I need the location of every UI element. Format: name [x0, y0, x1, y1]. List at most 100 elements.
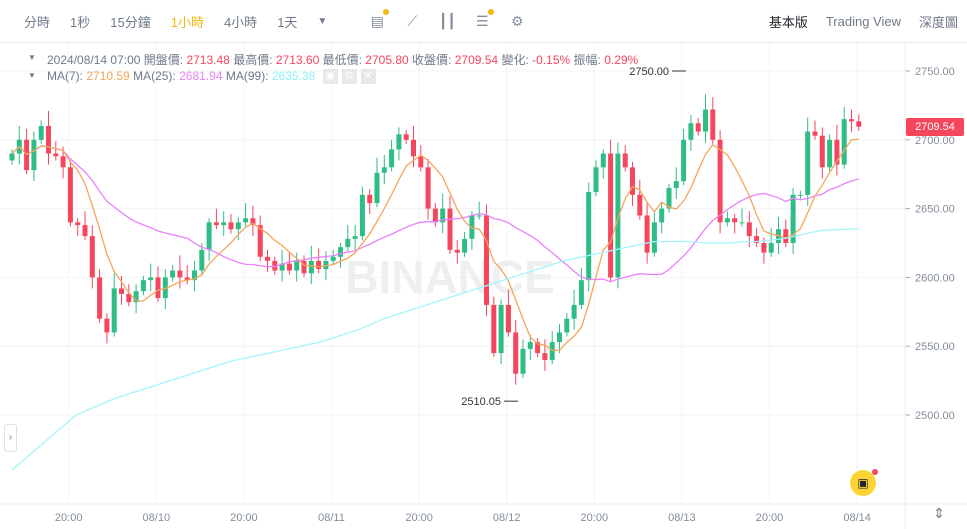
candle-body [111, 288, 117, 333]
candle-body [688, 123, 694, 140]
candle-body [710, 109, 716, 140]
interval-1s[interactable]: 1秒 [70, 14, 91, 30]
candle-body [345, 238, 351, 248]
candle-body [783, 229, 789, 243]
y-tick-label: 2700.00 [915, 135, 955, 147]
candle-body [717, 139, 723, 223]
fit-scale-icon[interactable]: ⇕ [933, 505, 945, 521]
candle-body [476, 215, 482, 217]
candle-body [724, 218, 730, 223]
candle-body [330, 256, 336, 261]
ma99-value: 2635.38 [271, 69, 316, 83]
interval-1d[interactable]: 1天 [277, 14, 298, 30]
candle-body [352, 236, 358, 239]
candle-body [38, 126, 44, 140]
x-tick-label: 20:00 [230, 512, 258, 524]
change-value: -0.15% [532, 53, 571, 67]
view-basic[interactable]: 基本版 [768, 15, 808, 30]
candle-body [462, 238, 468, 253]
candle-body [9, 153, 15, 161]
candle-body [768, 243, 774, 253]
candle-body [418, 156, 424, 168]
candle-body [549, 342, 555, 360]
candle-body [403, 134, 409, 140]
settings-sliders-icon[interactable]: ☰ [472, 8, 495, 30]
collapse-icon[interactable]: ▼ [28, 53, 36, 62]
candle-body [425, 167, 431, 209]
gear-icon[interactable]: ⚙ [341, 69, 357, 85]
candle-body [498, 304, 504, 354]
interval-time[interactable]: 分時 [24, 14, 51, 30]
candle-body [535, 342, 541, 354]
candle-body [622, 153, 628, 168]
candle-body [630, 167, 635, 195]
ma99-label: MA(99): [225, 69, 269, 83]
expand-panel-handle[interactable]: › [4, 424, 17, 452]
candle-body [104, 318, 110, 333]
candle-body [82, 225, 88, 237]
candle-body [46, 126, 51, 154]
x-tick-label: 08/13 [668, 512, 696, 524]
candle-body [199, 249, 205, 271]
candle-body [856, 121, 862, 127]
candle-body [761, 243, 767, 253]
candle-body [272, 260, 278, 271]
candle-body [484, 215, 489, 305]
gear-icon[interactable]: ⚙ [511, 12, 524, 29]
high-annotation: 2750.00 [629, 66, 669, 78]
candle-body [389, 149, 395, 168]
indicator-icon[interactable]: ▤ [367, 8, 390, 30]
candle-body [97, 277, 103, 319]
close-label: 收盤價: [412, 53, 452, 67]
candle-body [557, 332, 562, 343]
candle-body [126, 293, 132, 303]
candle-body [67, 167, 73, 223]
candle-body [454, 249, 460, 253]
candle-type-icon[interactable]: ┃┃ [438, 12, 456, 29]
x-tick-label: 20:00 [405, 512, 433, 524]
watermark: BINANCE [345, 251, 555, 303]
candle-body [739, 222, 745, 224]
candle-body [849, 119, 854, 122]
x-tick-label: 08/10 [143, 512, 171, 524]
candle-body [827, 139, 833, 168]
close-icon[interactable]: ✕ [360, 69, 376, 85]
view-tradingview[interactable]: Trading View [825, 14, 901, 29]
amplitude-label: 振幅: [573, 53, 601, 67]
collapse-icon[interactable]: ▼ [28, 71, 36, 80]
candle-body [615, 153, 621, 278]
candle-body [301, 260, 307, 274]
candle-body [754, 236, 760, 243]
candle-body [681, 139, 687, 182]
caret-down-icon[interactable]: ▼ [317, 15, 328, 27]
candle-body [213, 222, 219, 226]
close-value: 2709.54 [454, 53, 499, 67]
ohlc-info-row: ▼ 2024/08/14 07:00 開盤價: 2713.48 最高價: 271… [28, 51, 638, 68]
assistant-button[interactable]: ▣ [850, 469, 878, 496]
x-tick-label: 08/11 [318, 512, 345, 524]
candle-body [235, 222, 241, 230]
candle-body [133, 291, 139, 303]
drawing-icon[interactable]: ⟋ [407, 12, 418, 29]
candle-body [695, 123, 701, 132]
ma25-label: MA(25): [133, 69, 176, 83]
candle-body [308, 260, 314, 274]
ma7-value: 2710.59 [86, 69, 130, 83]
candle-body [162, 277, 168, 299]
view-depth[interactable]: 深度圖 [918, 15, 958, 30]
candle-body [586, 192, 592, 281]
candle-body [177, 270, 183, 278]
candle-body [75, 222, 81, 226]
candle-body [367, 194, 373, 204]
eye-icon[interactable]: ◉ [322, 69, 338, 85]
candle-body [644, 215, 650, 253]
candle-body [257, 225, 263, 257]
candlestick-chart[interactable]: 2750.00 2700.00 2650.00 2600.00 2550.00 2500.… [0, 43, 967, 529]
interval-4h[interactable]: 4小時 [223, 14, 258, 30]
candle-body [593, 167, 599, 193]
interval-1h[interactable]: 1小時 [170, 14, 204, 30]
candle-body [520, 348, 526, 374]
ma25-line [11, 145, 859, 283]
candle-body [374, 172, 380, 204]
interval-15m[interactable]: 15分鐘 [110, 14, 151, 30]
